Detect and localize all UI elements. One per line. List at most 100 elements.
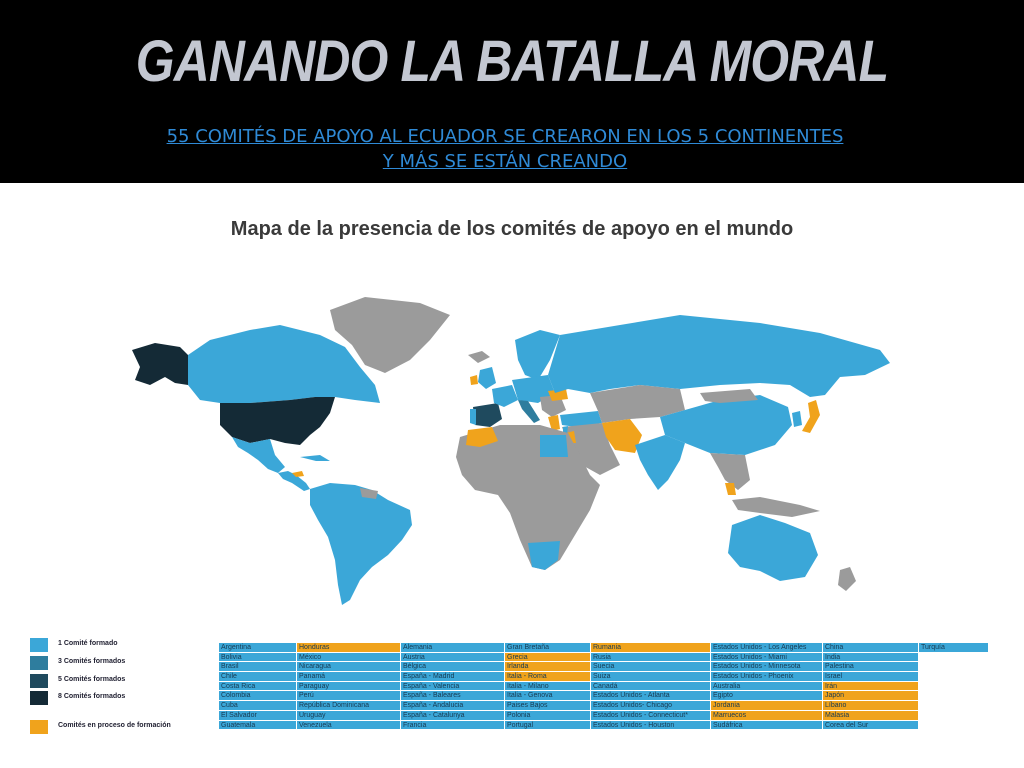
table-cell: España - Baleares — [401, 691, 505, 702]
region-japan — [802, 400, 820, 433]
region-cuba — [300, 455, 330, 461]
region-korea — [792, 411, 802, 427]
table-cell: Nicaragua — [297, 662, 401, 673]
subtitle-line-1[interactable]: 55 COMITÉS DE APOYO AL ECUADOR SE CREARO… — [166, 126, 844, 147]
table-cell: Estados Unidos - Connecticut* — [591, 710, 711, 721]
region-egypt — [540, 435, 568, 457]
table-cell: Irán — [823, 681, 919, 692]
region-usa — [220, 397, 335, 445]
table-cell: Guatemala — [219, 720, 297, 731]
table-cell: Líbano — [823, 701, 919, 711]
region-scandinavia — [515, 330, 560, 380]
table-cell — [919, 691, 989, 702]
region-honduras — [292, 471, 304, 477]
legend-label-eight: 8 Comités formados — [58, 693, 126, 700]
region-romania — [548, 389, 568, 401]
table-cell — [919, 701, 989, 711]
table-cell: Brasil — [219, 662, 297, 673]
region-australia — [728, 515, 818, 581]
table-cell: México — [297, 652, 401, 663]
region-greece — [548, 415, 560, 431]
table-cell: España - Catalunya — [401, 710, 505, 721]
region-balkans — [540, 395, 566, 417]
region-ireland — [470, 375, 478, 385]
region-indonesia — [732, 497, 820, 517]
legend-swatch-eight — [30, 691, 48, 705]
table-cell: Rumania — [591, 643, 711, 653]
table-row: Guatemala Venezuela Francia Portugal Estados… — [219, 720, 989, 731]
region-china — [660, 395, 792, 455]
table-cell: Canadá — [591, 681, 711, 692]
table-cell: Corea del Sur — [823, 720, 919, 731]
region-iran — [602, 419, 642, 453]
table-cell: Chile — [219, 672, 297, 682]
subtitle-line-2[interactable]: Y MÁS SE ESTÁN CREANDO — [382, 151, 628, 172]
header-band — [0, 0, 1024, 183]
region-turkey — [560, 411, 602, 427]
region-guianas — [360, 488, 378, 499]
table-cell: Costa Rica — [219, 681, 297, 692]
table-cell: Italia - Roma — [505, 672, 591, 682]
region-italy — [518, 400, 540, 423]
map-title: Mapa de la presencia de los comités de a… — [230, 218, 794, 240]
legend-item-forming: Comités en proceso de formación — [30, 720, 210, 736]
table-cell — [919, 710, 989, 721]
table-cell: Honduras — [297, 643, 401, 653]
legend-label-five: 5 Comités formados — [58, 676, 126, 683]
region-portugal — [470, 409, 476, 425]
region-iberia — [473, 403, 502, 427]
legend-item-five: 5 Comités formados — [30, 674, 210, 690]
region-mexico — [232, 437, 285, 473]
table-cell: Marruecos — [711, 710, 823, 721]
legend-swatch-three — [30, 656, 48, 670]
table-cell: Portugal — [505, 720, 591, 731]
region-malaysia — [725, 483, 736, 495]
table-cell: Rusia — [591, 652, 711, 663]
table-cell: Suecia — [591, 662, 711, 673]
table-cell: Perú — [297, 691, 401, 702]
legend-item-three: 3 Comités formados — [30, 656, 210, 672]
table-cell: Jordania — [711, 701, 823, 711]
region-central-europe — [512, 375, 555, 403]
region-central-america — [278, 471, 310, 491]
table-cell: Egipto — [711, 691, 823, 702]
region-canada — [188, 325, 380, 403]
table-cell: Estados Unidos - Minnesota — [711, 662, 823, 673]
table-cell: España - Andalucia — [401, 701, 505, 711]
table-cell: Italia - Genova — [505, 691, 591, 702]
region-greenland — [330, 297, 450, 373]
table-cell: Malasia — [823, 710, 919, 721]
table-row: Brasil Nicaragua Bélgica Irlanda Suecia Estad… — [219, 662, 989, 673]
table-cell: Paraguay — [297, 681, 401, 692]
table-cell: Estados Unidos - Miami — [711, 652, 823, 663]
slide-subtitle-link[interactable]: 55 COMITÉS DE APOYO AL ECUADOR SE CREARO… — [100, 124, 910, 174]
table-cell: China — [823, 643, 919, 653]
table-cell: Cuba — [219, 701, 297, 711]
table-cell: Australia — [711, 681, 823, 692]
region-south-america — [310, 483, 412, 605]
table-cell: Irlanda — [505, 662, 591, 673]
region-india — [635, 435, 685, 490]
table-cell: Bolivia — [219, 652, 297, 663]
legend-label-three: 3 Comités formados — [58, 658, 126, 665]
table-row: Argentina Honduras Alemania Gran Bretaña Rum… — [219, 643, 989, 653]
legend-swatch-forming — [30, 720, 48, 734]
region-france — [492, 385, 518, 407]
legend-swatch-one — [30, 638, 48, 652]
table-row: Cuba República Dominicana España - Andaluc… — [219, 701, 989, 711]
table-cell: El Salvador — [219, 710, 297, 721]
table-cell: Japón — [823, 691, 919, 702]
table-cell: Estados Unidos - Atlanta — [591, 691, 711, 702]
committee-table: Argentina Honduras Alemania Gran Bretaña Rum… — [219, 643, 989, 731]
table-cell: Bélgica — [401, 662, 505, 673]
table-row: Colombia Perú España - Baleares Italia - Ge… — [219, 691, 989, 702]
legend-label-forming: Comités en proceso de formación — [58, 722, 171, 729]
table-cell: Estados Unidos - Phoenix — [711, 672, 823, 682]
table-cell: India — [823, 652, 919, 663]
table-cell: Italia - Milano — [505, 681, 591, 692]
table-cell — [919, 672, 989, 682]
table-row: Bolivia México Austria Grecia Rusia Estados U… — [219, 652, 989, 663]
table-cell: Alemania — [401, 643, 505, 653]
table-cell: Gran Bretaña — [505, 643, 591, 653]
legend-item-one: 1 Comité formado — [30, 638, 210, 654]
